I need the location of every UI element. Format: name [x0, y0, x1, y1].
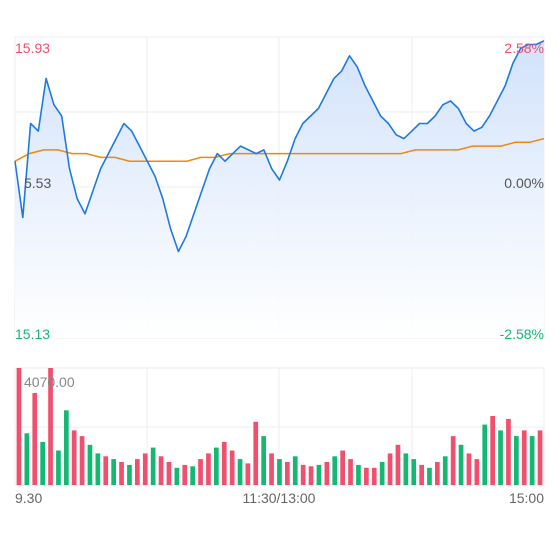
volume-bar	[142, 453, 148, 485]
volume-bar	[442, 456, 448, 485]
volume-bar	[48, 368, 53, 485]
volume-bar	[458, 444, 464, 485]
volume-bar	[474, 459, 480, 485]
left-bottom-price-label: 15.13	[15, 326, 50, 342]
volume-bar	[237, 459, 243, 485]
volume-bar	[56, 450, 61, 485]
volume-bar	[514, 436, 519, 485]
volume-bar	[261, 436, 266, 485]
volume-bar	[111, 459, 116, 485]
volume-max-label: 4070.00	[24, 374, 75, 390]
left-mid-price-label: 5.53	[24, 175, 51, 191]
volume-bar	[466, 453, 472, 485]
volume-bar	[198, 459, 203, 485]
volume-bar	[300, 464, 306, 485]
volume-bar	[537, 430, 543, 485]
volume-bar	[419, 464, 424, 485]
volume-bar	[24, 433, 30, 485]
volume-bar	[364, 467, 369, 485]
volume-bar	[340, 450, 345, 485]
volume-bar	[103, 456, 109, 485]
volume-bar	[245, 463, 251, 485]
volume-bar	[395, 444, 401, 485]
price-area-fill	[15, 40, 544, 339]
volume-bar	[87, 444, 93, 485]
volume-bar	[206, 453, 211, 485]
volume-bar	[119, 462, 124, 485]
volume-bar	[316, 464, 322, 485]
volume-bar	[521, 430, 527, 485]
volume-bar	[174, 467, 180, 485]
volume-bar	[498, 430, 503, 485]
volume-bar	[79, 436, 85, 485]
volume-bar	[285, 462, 290, 485]
volume-bar	[348, 459, 353, 485]
volume-bar	[379, 462, 385, 485]
volume-bar	[127, 464, 132, 485]
right-mid-pct-label: 0.00%	[504, 175, 544, 191]
volume-bar	[221, 441, 227, 485]
volume-bar	[16, 368, 22, 485]
right-bottom-pct-label: -2.58%	[500, 326, 544, 342]
volume-bar	[166, 462, 172, 485]
volume-bar	[71, 430, 77, 485]
volume-bar	[135, 459, 140, 485]
x-tick-close: 15:00	[509, 490, 544, 506]
volume-bar	[324, 462, 330, 485]
volume-bar	[435, 462, 440, 485]
volume-bar	[403, 453, 409, 485]
volume-bar	[253, 421, 259, 485]
volume-bar	[506, 418, 511, 485]
volume-bar	[371, 467, 377, 485]
x-tick-open: 9.30	[15, 490, 42, 506]
x-tick-midday: 11:30/13:00	[243, 490, 316, 506]
volume-bar	[332, 456, 338, 485]
volume-bar	[427, 467, 432, 485]
volume-bar	[64, 410, 69, 485]
volume-bar	[308, 466, 314, 485]
volume-bar	[269, 453, 274, 485]
volume-bar	[356, 464, 361, 485]
right-top-pct-label: 2.58%	[504, 40, 544, 56]
volume-bar	[40, 441, 45, 485]
volume-bar	[214, 447, 219, 485]
volume-bar	[95, 453, 101, 485]
volume-bar	[190, 466, 195, 485]
price-line	[14, 40, 545, 253]
volume-bar	[182, 464, 188, 485]
volume-bar	[229, 450, 235, 485]
volume-bar	[32, 393, 38, 485]
average-price-line	[14, 137, 545, 162]
volume-bar	[450, 436, 456, 485]
volume-bar	[150, 447, 156, 485]
volume-bar	[277, 459, 282, 485]
volume-bar	[529, 436, 535, 485]
volume-bar	[292, 456, 298, 485]
volume-bar	[158, 456, 164, 485]
volume-bar	[490, 416, 495, 485]
volume-bar	[387, 453, 393, 485]
volume-bar	[482, 424, 488, 485]
volume-bar	[411, 459, 417, 485]
left-top-price-label: 15.93	[15, 40, 50, 56]
